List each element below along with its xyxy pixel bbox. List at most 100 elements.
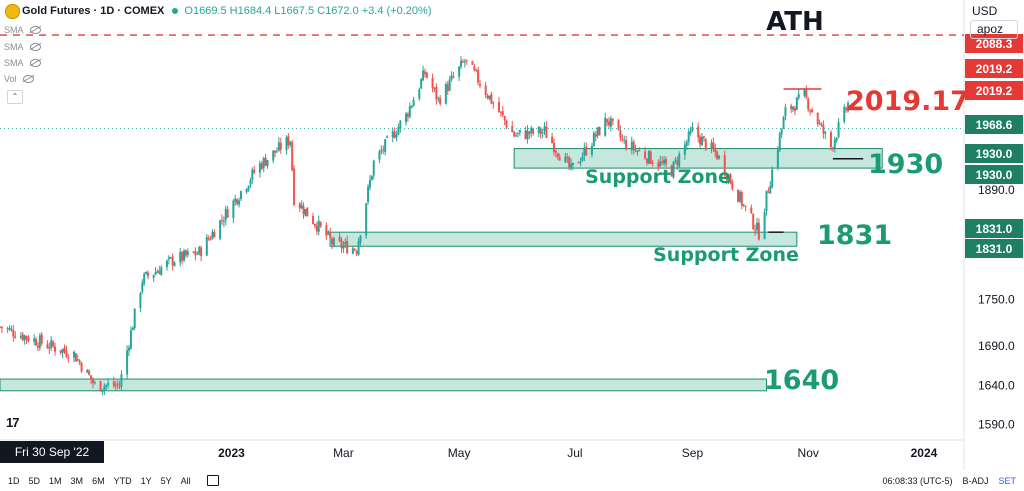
candle-body: [258, 163, 261, 173]
candle-body: [712, 142, 715, 150]
candle-body: [275, 151, 278, 153]
collapse-indicators-button[interactable]: ⌃: [7, 90, 23, 104]
candle-body: [471, 61, 474, 65]
timeframe-6m[interactable]: 6M: [92, 475, 105, 486]
candle-body: [365, 203, 368, 236]
timeframe-all[interactable]: All: [180, 475, 191, 486]
adjustment-toggle[interactable]: B-ADJ: [962, 475, 989, 486]
candle-body: [317, 220, 320, 232]
timeframe-5y[interactable]: 5Y: [160, 475, 172, 486]
candle-body: [279, 142, 282, 151]
candle-body: [769, 185, 772, 194]
candle-body: [232, 200, 235, 219]
candle-body: [118, 386, 121, 388]
price-label: 2019.2: [976, 62, 1013, 76]
candle-body: [676, 160, 679, 165]
indicator-vol[interactable]: Vol: [4, 74, 34, 84]
timeframe-5d[interactable]: 5D: [28, 475, 41, 486]
candle-body: [621, 138, 624, 140]
indicator-sma-2[interactable]: SMA: [4, 42, 41, 52]
calendar-icon[interactable]: [206, 475, 219, 486]
candle-body: [803, 90, 806, 96]
timeframe-1y[interactable]: 1Y: [140, 475, 152, 486]
price-label: 2019.2: [976, 84, 1013, 98]
timeframe-1m[interactable]: 1M: [49, 475, 62, 486]
candle-body: [298, 203, 301, 209]
candle-body: [598, 127, 601, 136]
hidden-eye-icon[interactable]: [22, 75, 34, 83]
candle-body: [689, 130, 692, 134]
annotation-0: ATH: [766, 7, 824, 37]
annotation-3: 1831: [817, 220, 892, 251]
candle-body: [346, 241, 349, 254]
candle-body: [10, 328, 13, 330]
candle-body: [38, 335, 41, 349]
candle-body: [251, 169, 254, 180]
candle-body: [820, 124, 823, 126]
price-label-box: [965, 59, 1023, 78]
candle-body: [48, 347, 51, 349]
annotation-1: 2019.17: [846, 86, 969, 117]
x-tick-label: Jul: [567, 446, 582, 460]
candle-body: [505, 120, 508, 128]
indicator-sma-3[interactable]: SMA: [4, 58, 41, 68]
price-label-box: [965, 115, 1023, 134]
crosshair-date-label: Fri 30 Sep '22: [15, 445, 90, 459]
candle-body: [54, 346, 57, 352]
candle-body: [186, 251, 189, 255]
candle-body: [755, 222, 758, 230]
candle-body: [76, 359, 79, 361]
x-tick-label: 2024: [911, 446, 938, 460]
candle-body: [837, 122, 840, 138]
candle-body: [423, 71, 426, 74]
hidden-eye-icon[interactable]: [29, 43, 41, 51]
timeframe-ytd[interactable]: YTD: [113, 475, 132, 486]
candle-body: [211, 231, 214, 239]
candle-body: [435, 86, 438, 100]
candle-body: [205, 236, 208, 256]
candle-body: [329, 232, 332, 238]
candle-body: [103, 386, 106, 391]
candle-body: [645, 158, 648, 163]
candle-body: [731, 181, 734, 189]
candle-body: [829, 132, 832, 148]
symbol-title[interactable]: Gold Futures · 1D · COMEX: [22, 5, 165, 17]
candle-body: [564, 156, 567, 162]
candle-body: [418, 89, 421, 99]
candle-body: [93, 382, 96, 384]
candle-body: [816, 112, 819, 124]
candle-body: [649, 151, 652, 164]
candle-body: [776, 149, 779, 168]
account-selector[interactable]: apoz: [970, 20, 1018, 39]
candle-body: [222, 221, 225, 223]
candle-body: [105, 384, 108, 387]
candle-body: [503, 116, 506, 121]
timeframe-1d[interactable]: 1D: [8, 475, 20, 486]
candle-body: [25, 335, 28, 339]
gold-coin-icon: [5, 4, 20, 19]
settlement-toggle[interactable]: SET: [998, 475, 1016, 486]
hidden-eye-icon[interactable]: [29, 59, 41, 67]
candle-body: [833, 139, 836, 148]
candle-body: [771, 169, 774, 188]
y-tick-label: 1750.0: [978, 292, 1015, 306]
candle-body: [647, 150, 650, 164]
candle-body: [167, 257, 170, 260]
currency-label[interactable]: USD: [972, 4, 998, 18]
indicator-sma-1[interactable]: SMA: [4, 25, 41, 35]
timeframe-3m[interactable]: 3M: [70, 475, 84, 486]
candle-body: [72, 351, 75, 358]
candle-body: [378, 151, 381, 160]
candle-body: [516, 132, 519, 135]
candle-body: [644, 151, 647, 159]
candle-body: [590, 146, 593, 155]
candle-body: [80, 363, 83, 372]
candle-body: [782, 117, 785, 129]
candle-body: [585, 146, 588, 155]
clock-readout[interactable]: 06:08:33 (UTC-5): [882, 475, 953, 486]
candle-body: [570, 163, 573, 168]
hidden-eye-icon[interactable]: [29, 26, 41, 34]
candle-body: [52, 341, 55, 347]
candle-body: [285, 137, 288, 151]
